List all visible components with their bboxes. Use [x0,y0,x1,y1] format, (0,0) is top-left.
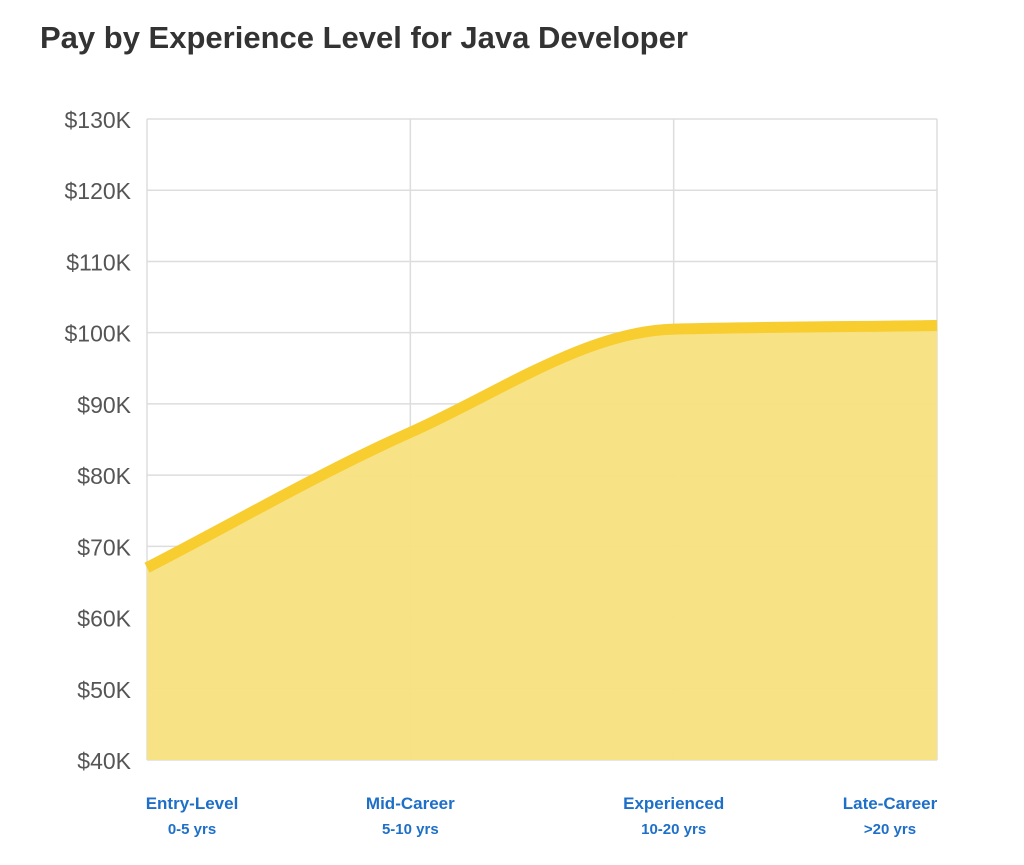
x-category-sublabel: 0-5 yrs [168,821,216,838]
x-category-sublabel: 10-20 yrs [641,821,706,838]
x-category-label: Entry-Level [146,794,239,813]
chart-title: Pay by Experience Level for Java Develop… [40,20,688,55]
x-category-sublabel: 5-10 yrs [382,821,439,838]
x-category-label: Late-Career [843,794,938,813]
y-tick-label: $100K [64,321,131,347]
y-tick-label: $120K [64,178,131,204]
y-tick-label: $60K [77,606,131,632]
x-category-label: Experienced [623,794,724,813]
y-tick-label: $50K [77,677,131,703]
y-tick-label: $70K [77,534,131,560]
y-tick-label: $90K [77,392,131,418]
series [144,320,938,760]
y-tick-label: $130K [64,107,131,133]
area-fill [147,325,937,760]
series-line [144,320,938,573]
x-category-label: Mid-Career [366,794,455,813]
x-axis: Entry-Level 0-5 yrs Mid-Career 5-10 yrs Expe… [146,794,938,838]
y-axis: $40K $50K $60K $70K $80K $90K $100K $110K $120K $… [64,107,131,774]
y-tick-label: $40K [77,748,131,774]
y-tick-label: $110K [66,249,131,275]
y-tick-label: $80K [77,463,131,489]
x-category-sublabel: >20 yrs [864,821,916,838]
